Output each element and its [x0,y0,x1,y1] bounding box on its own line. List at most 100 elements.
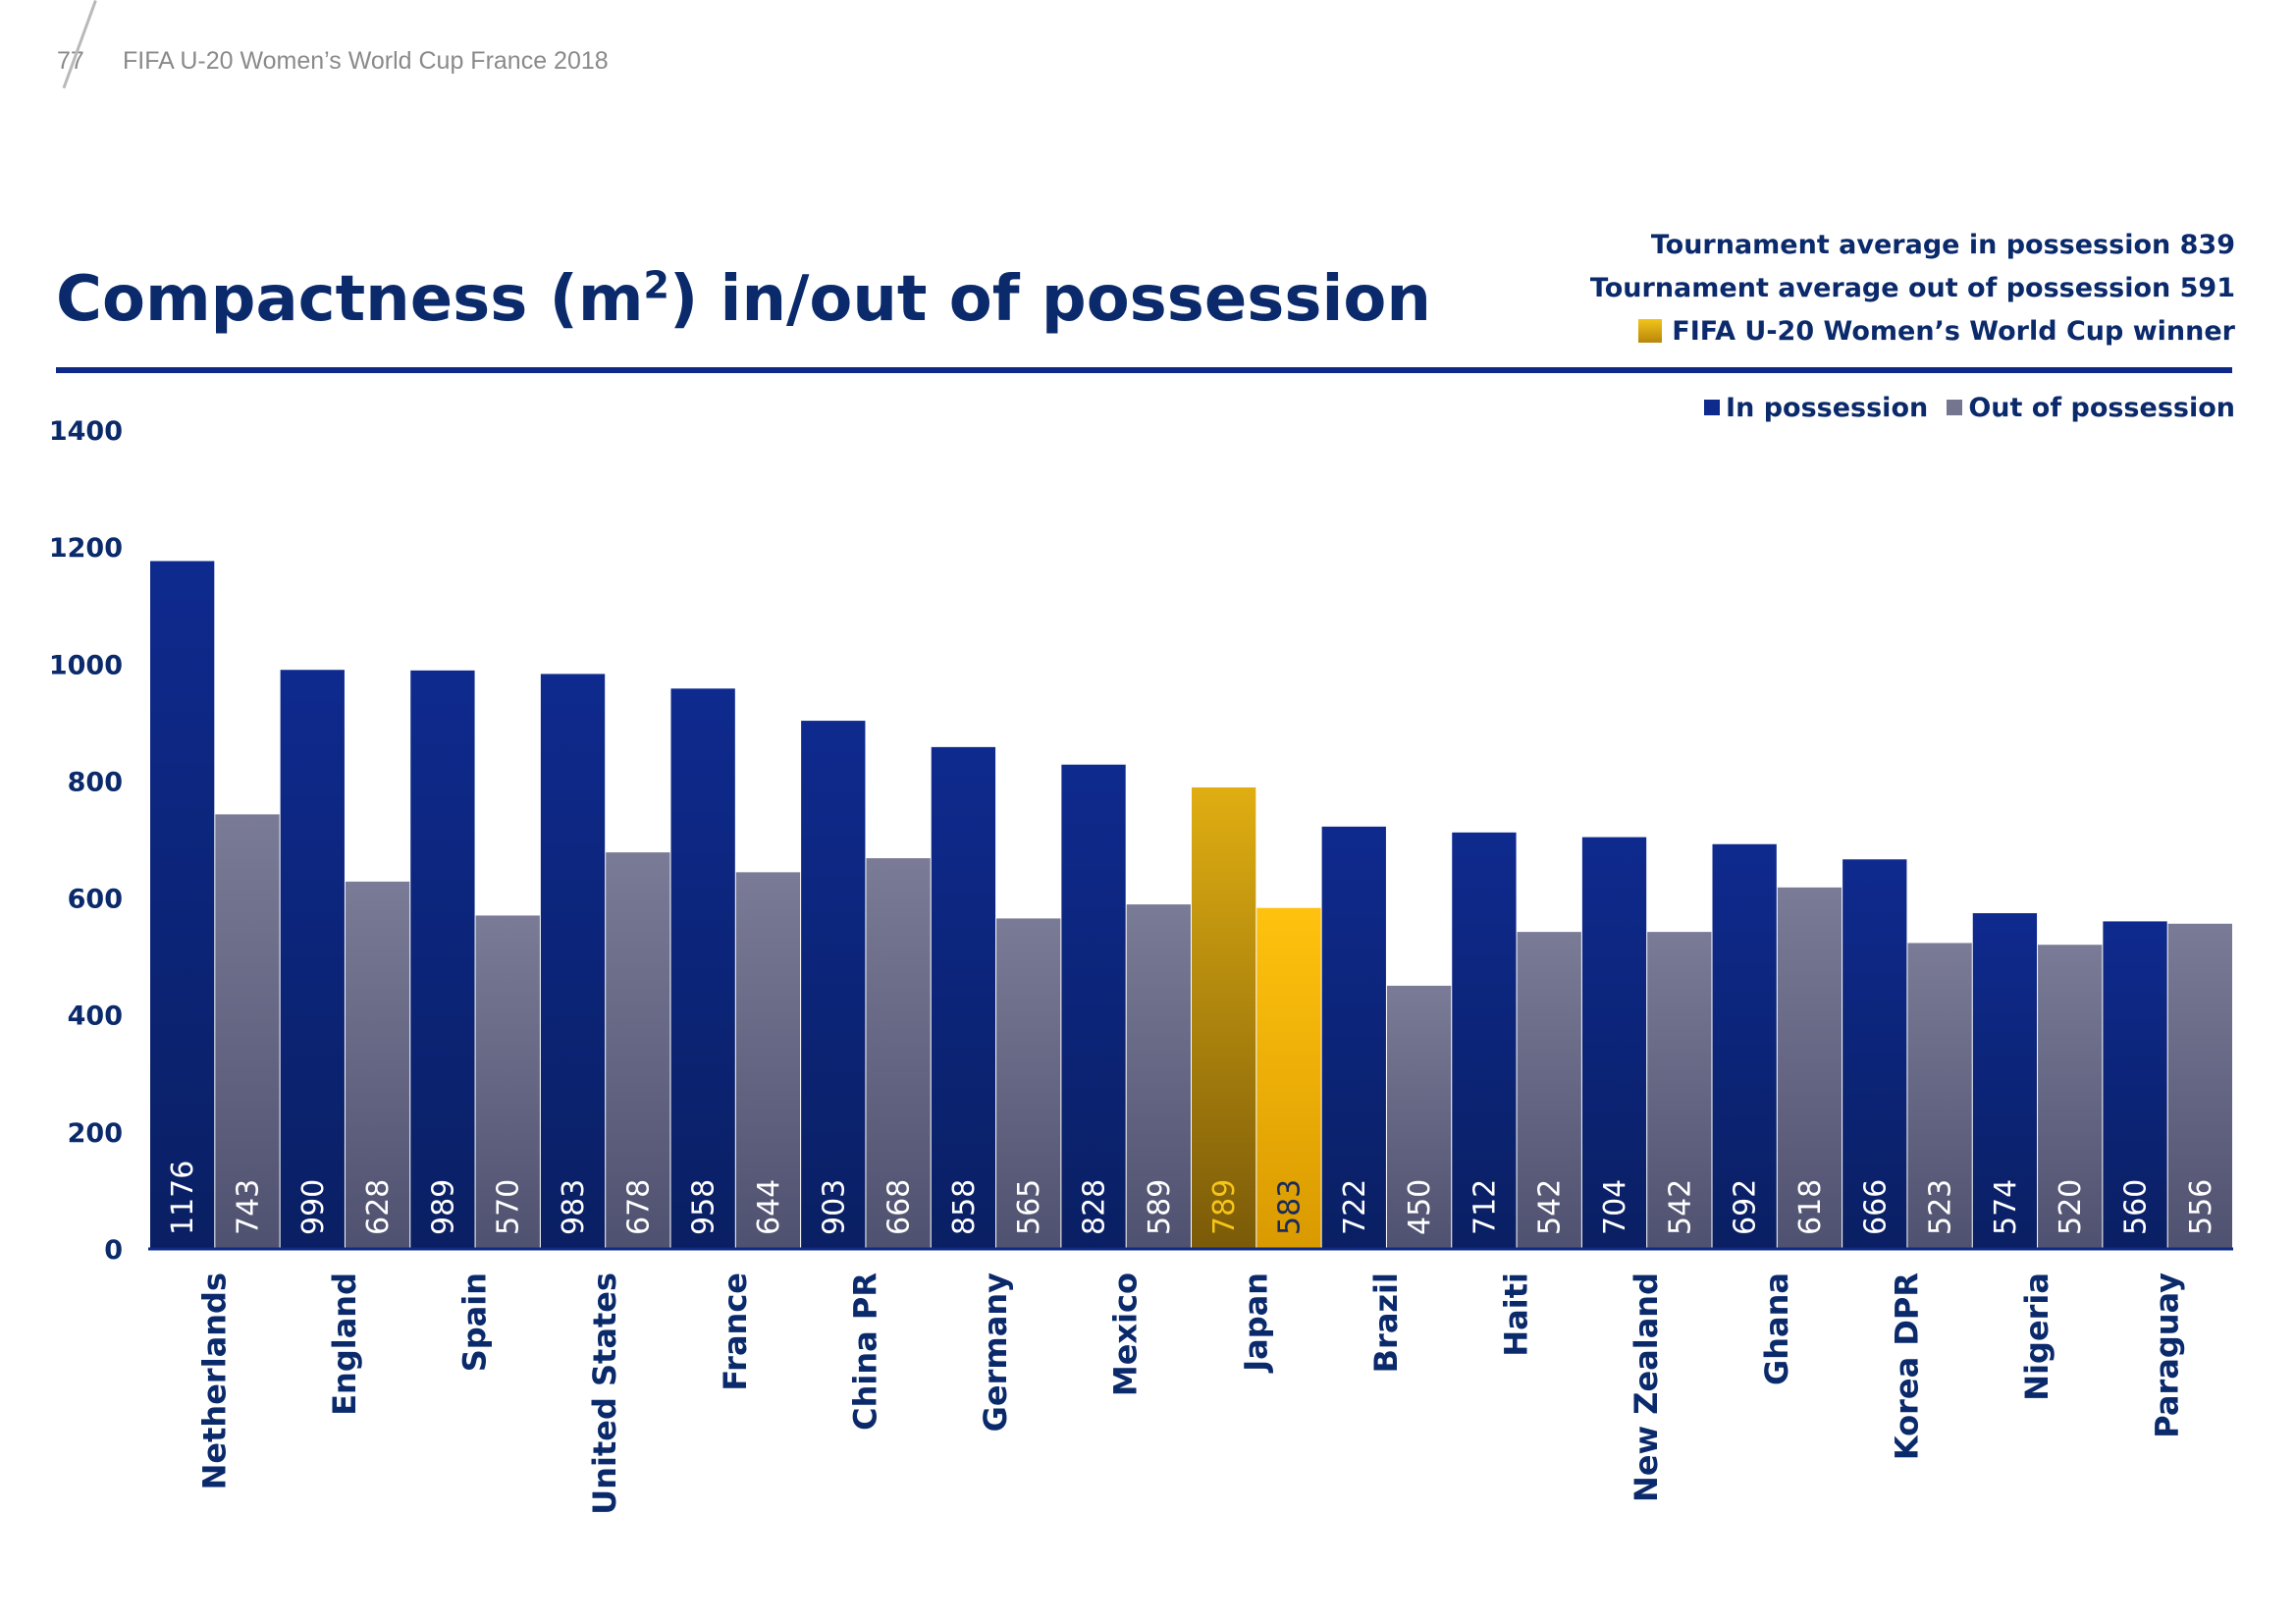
bar-out-france [735,872,801,1249]
value-label: 666 [1858,1179,1893,1235]
bar-out-brazil [1386,985,1452,1249]
legend-label-out: Out of possession [1968,393,2235,423]
value-label: 1176 [166,1161,200,1235]
bar-in-nigeria [1972,913,2038,1249]
bar-in-france [670,688,735,1249]
y-tick-label: 0 [104,1235,123,1266]
bar-in-spain [410,670,475,1249]
avg-in-note: Tournament average in possession 839 [1650,230,2235,260]
winner-note-label: FIFA U-20 Women’s World Cup winner [1672,316,2235,347]
legend: In possession Out of possession [1690,393,2235,423]
bar-out-china-pr [866,858,931,1249]
y-tick-label: 200 [68,1118,123,1149]
legend-label-in: In possession [1726,393,1929,423]
legend-swatch-in [1704,400,1721,415]
winner-swatch [1638,319,1663,343]
value-label: 565 [1012,1179,1046,1235]
y-tick-label: 1000 [49,650,123,680]
value-label: 722 [1338,1179,1372,1235]
value-label: 743 [231,1179,265,1235]
value-label: 589 [1143,1179,1177,1235]
bar-out-japan [1256,907,1321,1249]
value-label: 678 [621,1179,656,1235]
publication-title: FIFA U-20 Women’s World Cup France 2018 [123,47,609,75]
bar-in-brazil [1321,826,1386,1249]
category-label: Nigeria [2018,1272,2056,1401]
category-label: China PR [846,1272,883,1431]
bar-in-ghana [1712,843,1777,1249]
legend-item-out: Out of possession [1947,393,2235,423]
chart-notes: Tournament average in possession 839 Tou… [1590,224,2235,353]
value-label: 712 [1468,1179,1502,1235]
bar-in-paraguay [2103,921,2167,1249]
value-label: 668 [882,1179,917,1235]
category-label: England [326,1272,363,1416]
value-label: 583 [1272,1179,1307,1235]
y-tick-label: 1400 [49,416,123,447]
category-label: New Zealand [1628,1272,1665,1502]
category-label: Brazil [1367,1272,1405,1373]
bar-in-england [280,670,345,1249]
bar-in-germany [931,746,996,1249]
value-label: 704 [1598,1179,1632,1235]
bar-in-netherlands [150,561,215,1249]
y-tick-label: 600 [68,885,123,915]
value-label: 450 [1403,1179,1437,1235]
chart-title: Compactness (m2) in/out of possession [56,263,1431,336]
value-label: 520 [2054,1179,2088,1235]
bar-in-mexico [1061,764,1126,1249]
legend-swatch-out [1947,400,1963,415]
bar-out-paraguay [2167,923,2232,1249]
category-label: Japan [1237,1272,1274,1374]
bar-out-new-zealand [1647,932,1712,1249]
category-label: Germany [977,1272,1014,1432]
legend-item-in: In possession [1704,393,1928,423]
value-label: 858 [947,1179,982,1235]
y-tick-label: 400 [68,1001,123,1032]
winner-note: FIFA U-20 Women’s World Cup winner [1590,310,2235,353]
bar-out-haiti [1517,932,1581,1249]
bar-in-japan [1192,786,1256,1249]
avg-out-note: Tournament average out of possession 591 [1589,273,2235,303]
value-label: 983 [557,1179,591,1235]
bar-in-china-pr [801,721,866,1249]
value-label: 644 [752,1179,786,1235]
category-label: Spain [456,1272,494,1372]
y-tick-label: 1200 [49,533,123,564]
value-label: 542 [1663,1179,1697,1235]
bar-out-germany [996,918,1061,1249]
value-label: 570 [492,1179,526,1235]
value-label: 789 [1207,1179,1242,1235]
value-label: 828 [1078,1179,1112,1235]
category-label: Mexico [1107,1272,1145,1396]
value-label: 990 [296,1179,331,1235]
category-label: United States [586,1272,623,1515]
bar-out-england [345,881,410,1249]
value-label: 560 [2119,1179,2154,1235]
value-label: 523 [1924,1179,1958,1235]
bar-in-new-zealand [1581,837,1647,1249]
bar-out-korea-dpr [1907,943,1972,1249]
value-label: 618 [1793,1179,1828,1235]
bar-out-spain [475,915,540,1249]
category-label: Korea DPR [1888,1272,1925,1460]
bar-in-korea-dpr [1842,859,1907,1249]
bar-out-mexico [1126,904,1191,1249]
value-label: 556 [2184,1179,2218,1235]
bar-out-netherlands [215,814,280,1249]
value-label: 574 [1989,1179,2023,1235]
value-label: 989 [426,1179,460,1235]
value-label: 958 [687,1179,721,1235]
bar-in-united-states [540,674,606,1249]
bar-out-united-states [606,852,670,1249]
value-label: 628 [361,1179,396,1235]
category-label: Ghana [1758,1272,1795,1385]
y-tick-label: 800 [68,767,123,797]
category-label: Haiti [1498,1272,1535,1357]
title-rule [56,367,2232,373]
category-label: Netherlands [195,1272,233,1489]
value-label: 903 [817,1179,851,1235]
value-label: 692 [1729,1179,1763,1235]
value-label: 542 [1533,1179,1568,1235]
